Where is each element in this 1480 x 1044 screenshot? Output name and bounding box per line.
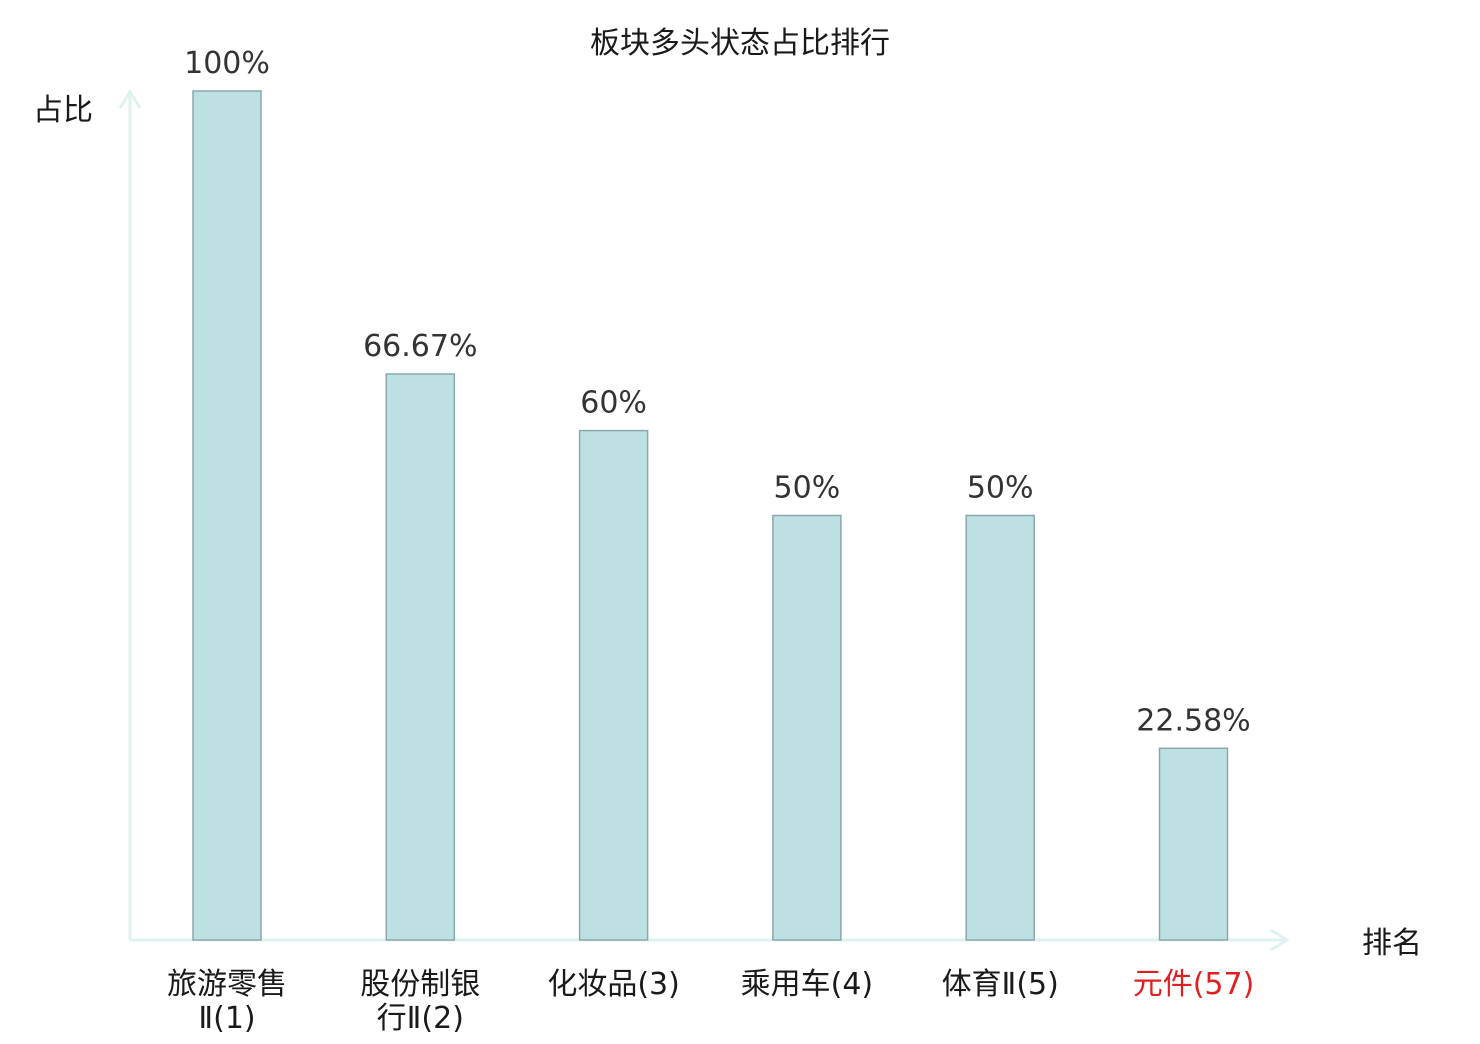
y-axis-title: 占比 xyxy=(33,93,93,128)
data-label: 60% xyxy=(580,386,647,421)
data-label: 100% xyxy=(184,46,270,81)
chart-title: 板块多头状态占比排行 xyxy=(590,26,890,61)
data-label: 50% xyxy=(967,471,1034,506)
x-tick-label: 化妆品(3) xyxy=(547,967,680,1002)
bar xyxy=(772,514,842,941)
x-tick-label: 元件(57) xyxy=(1133,967,1255,1002)
bar xyxy=(385,373,456,941)
y-axis-arrow xyxy=(118,89,142,109)
data-label: 22.58% xyxy=(1136,703,1250,738)
bars-group xyxy=(192,90,1229,941)
x-tick-label: 体育Ⅱ(5) xyxy=(942,967,1059,1002)
bar xyxy=(192,90,262,941)
x-tick-label-line: 化妆品(3) xyxy=(547,967,680,1002)
x-tick-label: 股份制银行Ⅱ(2) xyxy=(360,967,480,1036)
bar xyxy=(578,429,649,941)
x-tick-label-line: 行Ⅱ(2) xyxy=(377,1001,464,1036)
bar xyxy=(1158,747,1229,941)
data-label: 50% xyxy=(774,471,841,506)
x-tick-label: 乘用车(4) xyxy=(741,967,874,1002)
axes xyxy=(118,89,1290,952)
x-tick-label-line: 旅游零售 xyxy=(167,967,287,1002)
value-labels-group: 100% 66.67% 60% 50% 50% 22.58% xyxy=(184,46,1251,738)
x-tick-label-line: 元件(57) xyxy=(1133,967,1255,1002)
x-axis-title: 排名 xyxy=(1362,926,1422,961)
data-label: 66.67% xyxy=(363,329,477,364)
x-tick-label-line: 体育Ⅱ(5) xyxy=(942,967,1059,1002)
bar xyxy=(965,514,1035,941)
x-tick-label-line: 股份制银 xyxy=(360,967,480,1002)
x-tick-labels-group: 旅游零售 Ⅱ(1) 股份制银行Ⅱ(2) 化妆品(3) 乘用车(4) 体育Ⅱ(5) 元件(57… xyxy=(167,967,1254,1036)
x-tick-label-line: 乘用车(4) xyxy=(741,967,874,1002)
x-tick-label-line: Ⅱ(1) xyxy=(198,1001,255,1036)
x-axis-arrow xyxy=(1270,928,1290,952)
x-tick-label: 旅游零售 Ⅱ(1) xyxy=(167,967,287,1036)
